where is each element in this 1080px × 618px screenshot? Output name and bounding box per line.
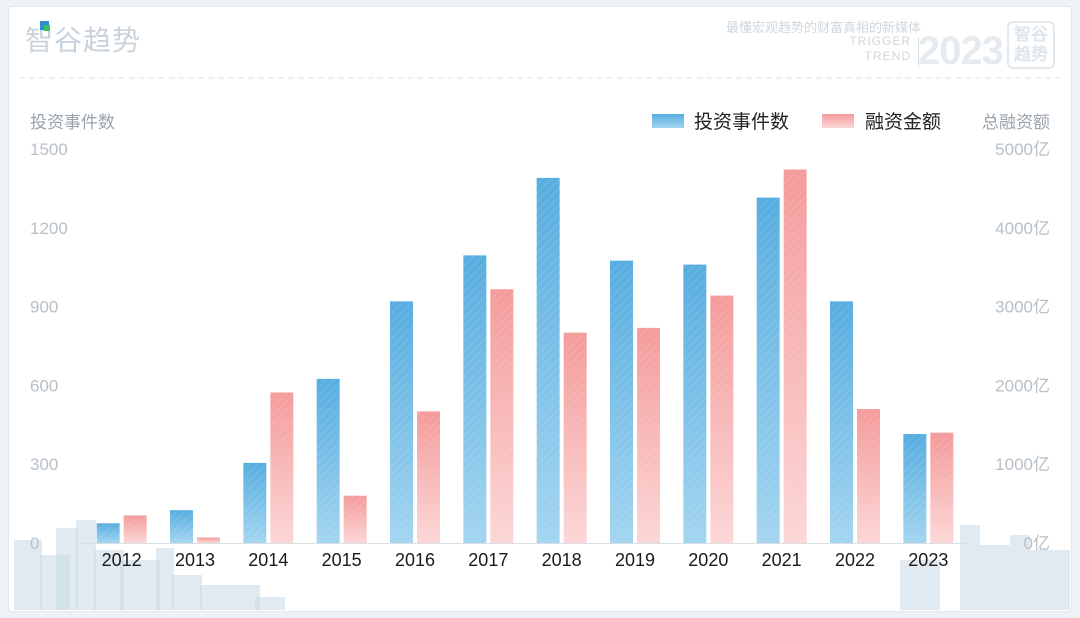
brand-divider <box>918 37 919 67</box>
bar-hatch-funding-2015 <box>343 495 367 543</box>
bar-hatch-funding-2023 <box>930 432 954 543</box>
bar-hatch-funding-2012 <box>123 515 147 543</box>
bar-hatch-funding-2016 <box>417 411 440 543</box>
header-divider <box>19 77 1061 79</box>
bar-hatch-funding-2021 <box>783 169 807 543</box>
brand-trend: TREND <box>864 49 911 63</box>
bar-hatch-investment-2012 <box>96 523 120 543</box>
x-tick-label: 2016 <box>395 550 435 570</box>
skyline-building <box>94 550 124 610</box>
brand-logo: 智谷趋势 <box>25 19 141 59</box>
bar-hatch-funding-2013 <box>197 537 220 543</box>
x-tick-label: 2017 <box>468 550 508 570</box>
skyline-building <box>900 560 940 610</box>
bar-hatch-investment-2014 <box>243 462 267 543</box>
y2-tick-label: 4000亿 <box>995 219 1050 238</box>
x-tick-label: 2023 <box>908 550 948 570</box>
brand-trigger-trend: TRIGGER TREND <box>831 34 911 64</box>
y2-axis-label: 总融资额 <box>982 113 1050 132</box>
city-skyline-decoration <box>14 520 1070 610</box>
bar-hatch-funding-2019 <box>637 327 660 543</box>
x-tick-label: 2019 <box>615 550 655 570</box>
bar-hatch-funding-2014 <box>270 392 294 543</box>
brand-year: 2023 <box>918 29 1004 73</box>
skyline-building <box>172 575 202 610</box>
x-tick-label: 2018 <box>542 550 582 570</box>
skyline-building <box>156 548 174 610</box>
axes-group: 2012 2013 2014 2015 2016 2017 2018 2019 2020 2021… <box>30 113 1050 570</box>
x-tick-label: 2012 <box>102 550 142 570</box>
bar-hatch-investment-2021 <box>756 197 780 544</box>
brand-stamp: 智谷趋势 <box>1007 21 1055 69</box>
y2-tick-label: 0亿 <box>1024 534 1050 553</box>
legend-swatch-funding-amount <box>822 114 854 128</box>
bar-hatch-investment-2019 <box>610 260 633 543</box>
y2-tick-label: 1000亿 <box>995 455 1050 474</box>
y2-tick-label: 3000亿 <box>995 298 1050 317</box>
y-tick-label: 0 <box>30 534 39 553</box>
skyline-building <box>120 560 160 610</box>
y-tick-label: 900 <box>30 298 58 317</box>
brand-stamp-text: 智谷趋势 <box>1014 25 1048 64</box>
y-tick-label: 300 <box>30 455 58 474</box>
skyline-building <box>1010 535 1030 610</box>
bar-hatch-investment-2018 <box>536 177 560 544</box>
brand-slogan: 最懂宏观趋势的财富真相的新媒体 <box>725 20 921 35</box>
x-tick-label: 2015 <box>322 550 362 570</box>
x-tick-label: 2013 <box>175 550 215 570</box>
skyline-building <box>980 545 1010 610</box>
bar-hatch-investment-2020 <box>683 264 707 543</box>
skyline-building <box>56 528 78 610</box>
skyline-building <box>14 540 42 610</box>
logo-square-green <box>44 25 50 31</box>
legend-label-investment-events: 投资事件数 <box>694 111 789 133</box>
x-tick-label: 2021 <box>762 550 802 570</box>
bars-group <box>96 169 954 544</box>
x-tick-label: 2014 <box>248 550 288 570</box>
bar-hatch-funding-2020 <box>710 295 734 543</box>
legend-label-funding-amount: 融资金额 <box>865 111 941 133</box>
skyline-building <box>255 597 285 610</box>
y2-tick-label: 5000亿 <box>995 140 1050 159</box>
bar-hatch-investment-2013 <box>170 510 193 543</box>
bar-hatch-funding-2017 <box>490 289 514 543</box>
x-tick-label: 2020 <box>688 550 728 570</box>
skyline-building <box>1030 550 1070 610</box>
y-tick-label: 1500 <box>30 140 68 159</box>
bar-hatch-investment-2017 <box>463 255 487 543</box>
legend-swatch-investment-events <box>652 114 684 128</box>
legend: 投资事件数 融资金额 <box>652 111 941 133</box>
brand-trigger: TRIGGER <box>849 34 911 48</box>
y-tick-label: 1200 <box>30 219 68 238</box>
bar-hatch-investment-2015 <box>316 378 340 543</box>
skyline-building <box>200 585 260 610</box>
y2-tick-label: 2000亿 <box>995 376 1050 395</box>
bar-hatch-funding-2018 <box>563 332 587 543</box>
bar-hatch-investment-2016 <box>390 301 413 543</box>
bar-hatch-investment-2023 <box>903 433 927 543</box>
bar-hatch-investment-2022 <box>830 301 853 543</box>
skyline-building <box>76 520 96 610</box>
y-tick-label: 600 <box>30 376 58 395</box>
bar-hatch-funding-2022 <box>857 409 880 543</box>
skyline-building <box>960 525 980 610</box>
x-tick-label: 2022 <box>835 550 875 570</box>
y-axis-label: 投资事件数 <box>30 113 115 132</box>
